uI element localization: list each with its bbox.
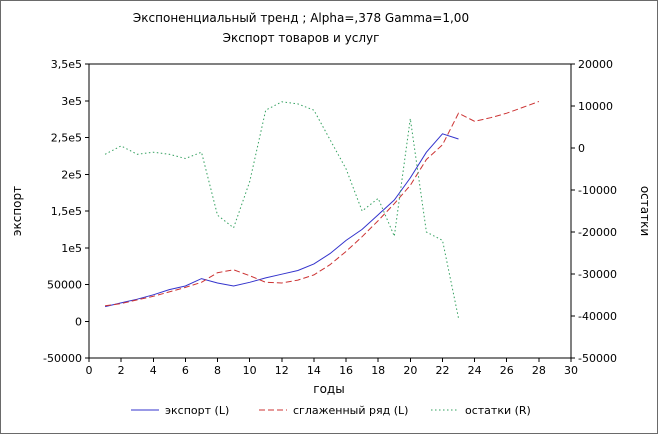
right-axis-tick-label: 10000 — [578, 100, 613, 113]
series-export-line — [104, 133, 459, 308]
right-axis-tick-label: -20000 — [578, 226, 617, 239]
right-axis-tick-label: 20000 — [578, 58, 613, 71]
x-axis-tick-label: 20 — [403, 364, 417, 377]
x-axis-tick-label: 18 — [371, 364, 385, 377]
x-axis-tick-label: 16 — [339, 364, 353, 377]
x-axis-tick-label: 24 — [468, 364, 482, 377]
right-axis-tick-label: -30000 — [578, 268, 617, 281]
left-axis-tick-label: 1e5 — [61, 242, 82, 255]
x-axis-tick-label: 30 — [564, 364, 578, 377]
plot-area: -50000 0 50000 1e5 1,5e5 2e5 2,5e5 3e5 3,5e5 -500… — [43, 58, 617, 377]
right-axis-tick-label: -40000 — [578, 310, 617, 323]
series-smoothed-legend-label: сглаженный ряд (L) — [293, 404, 408, 417]
right-axis-tick-label: -10000 — [578, 184, 617, 197]
x-axis-tick-label: 0 — [86, 364, 93, 377]
x-axis-label: годы — [313, 382, 344, 396]
right-axis-tick-label: 0 — [578, 142, 585, 155]
x-axis-tick-label: 8 — [214, 364, 221, 377]
y-axis-label-right: остатки — [638, 186, 652, 236]
chart-title: Экспоненциальный тренд ; Alpha=,378 Gamm… — [133, 11, 469, 25]
x-axis-tick-label: 22 — [435, 364, 449, 377]
x-axis-tick-label: 14 — [307, 364, 321, 377]
x-axis-tick-label: 4 — [150, 364, 157, 377]
left-axis-tick-label: 3e5 — [61, 95, 82, 108]
x-axis-tick-label: 28 — [532, 364, 546, 377]
x-axis-tick-label: 12 — [275, 364, 289, 377]
left-axis-tick-label: 2e5 — [61, 168, 82, 181]
plot-frame — [88, 63, 572, 359]
left-axis-tick-label: 1,5e5 — [51, 205, 82, 218]
left-axis-tick-label: 50000 — [47, 279, 82, 292]
series-smoothed-line — [105, 101, 540, 307]
left-axis-tick-label: -50000 — [43, 352, 82, 365]
series-residuals-legend-label: остатки (R) — [465, 404, 531, 417]
x-axis-tick-label: 10 — [243, 364, 257, 377]
right-axis-tick-label: -50000 — [578, 352, 617, 365]
x-axis-tick-label: 6 — [182, 364, 189, 377]
left-axis-tick-label: 3,5e5 — [51, 58, 82, 71]
legend: экспорт (L) сглаженный ряд (L) остатки (R) — [131, 404, 531, 417]
series-export-legend-label: экспорт (L) — [165, 404, 229, 417]
series-residuals-line — [104, 101, 459, 319]
left-axis-tick-label: 2,5e5 — [51, 132, 82, 145]
left-axis-tick-label: 0 — [75, 315, 82, 328]
y-axis-label-left: экспорт — [10, 186, 24, 236]
chart-subtitle: Экспорт товаров и услуг — [223, 31, 380, 45]
x-axis-tick-label: 2 — [118, 364, 125, 377]
x-axis-tick-label: 26 — [500, 364, 514, 377]
